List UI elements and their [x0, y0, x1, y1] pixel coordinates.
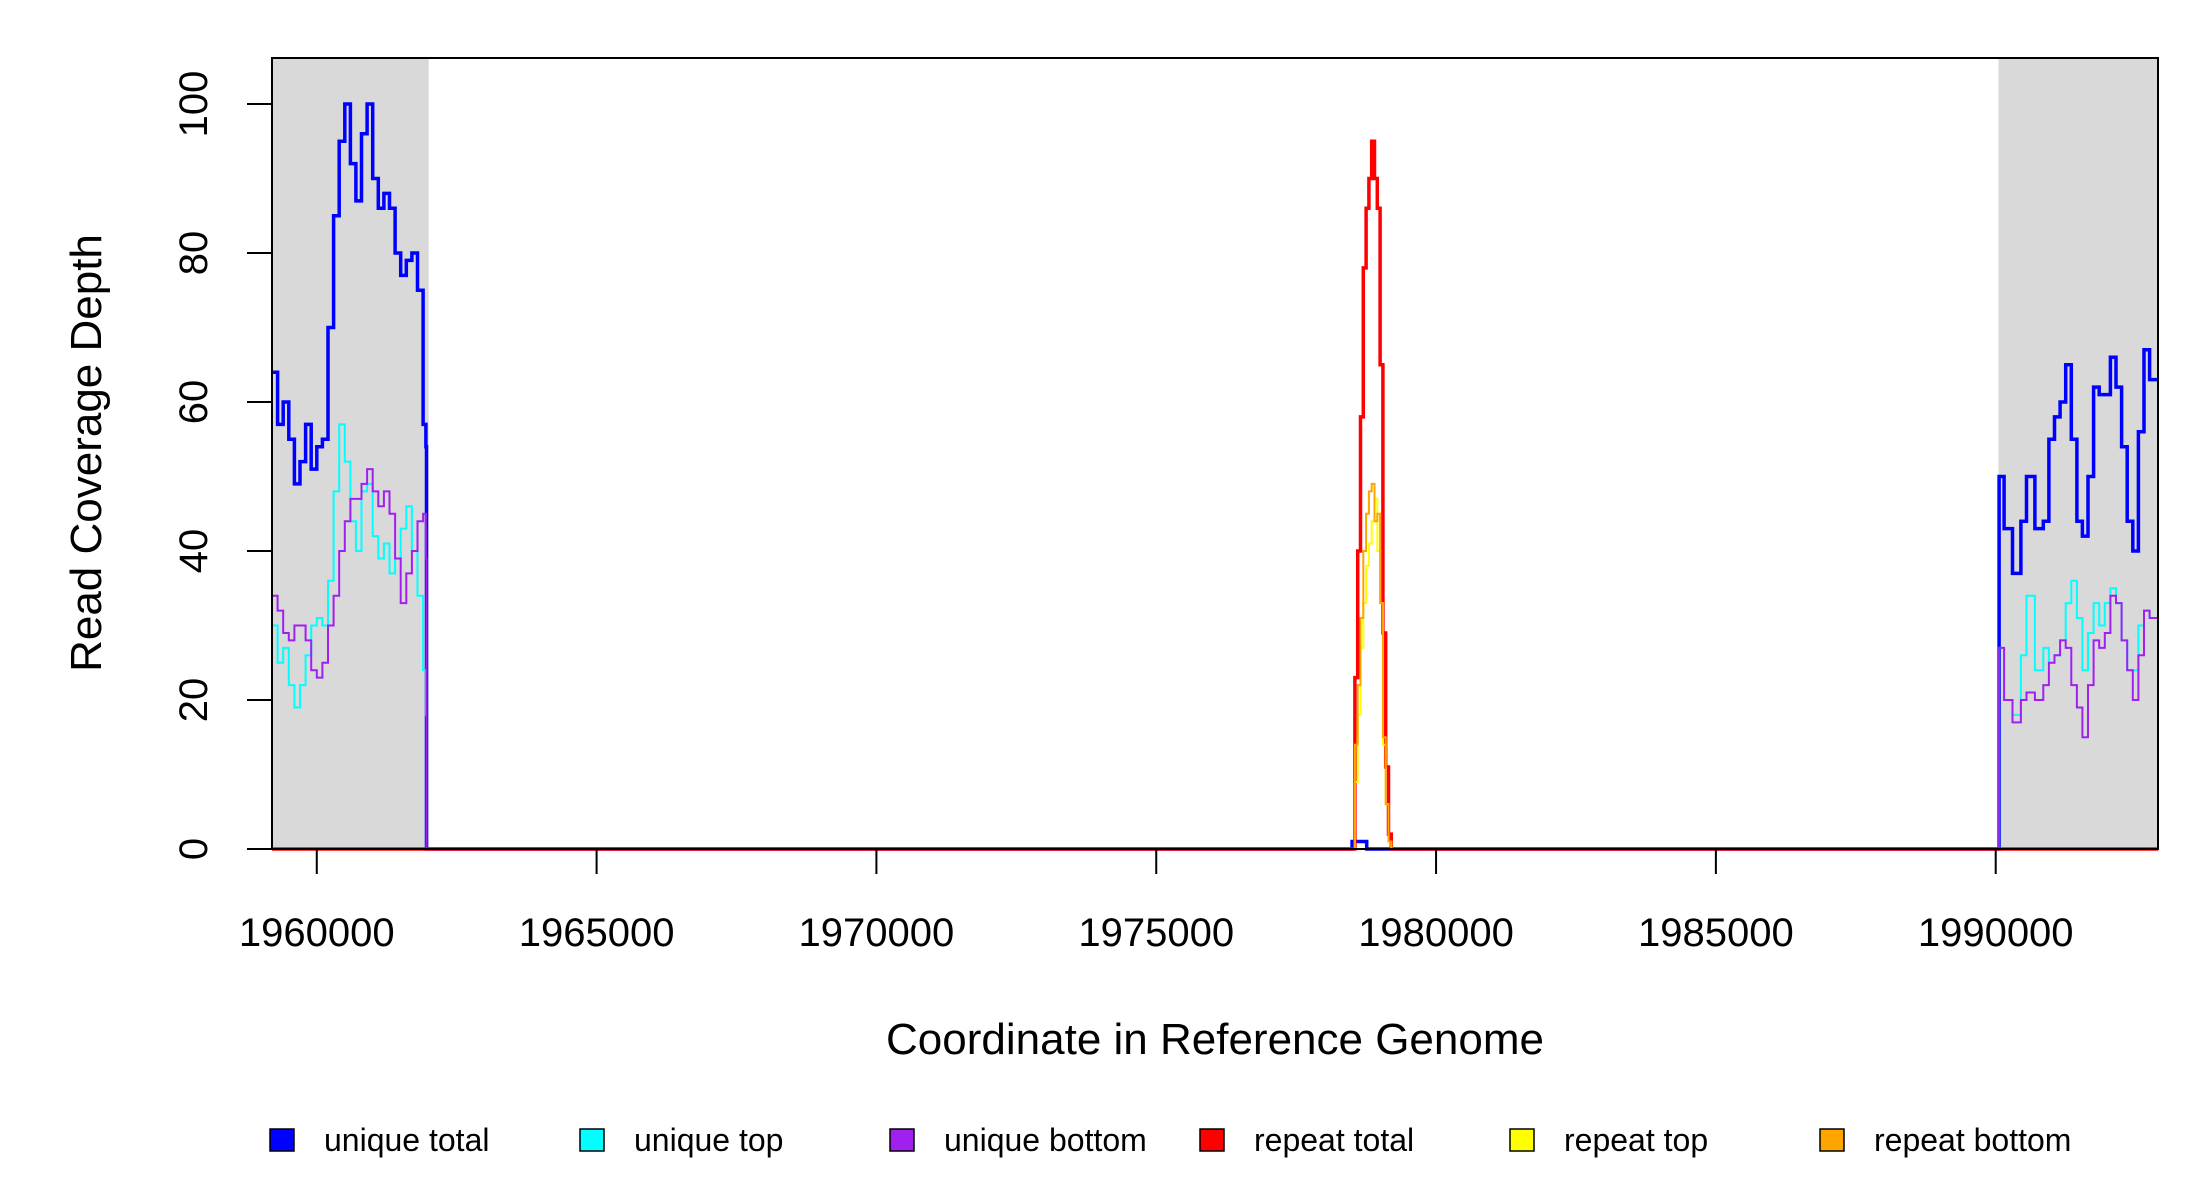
y-tick-label: 20 — [172, 678, 216, 723]
legend-label: repeat top — [1564, 1122, 1708, 1158]
series-line-repeat-total — [272, 139, 2158, 851]
x-tick-label: 1980000 — [1358, 911, 1514, 955]
x-tick-label: 1970000 — [799, 911, 955, 955]
legend-label: repeat bottom — [1874, 1122, 2071, 1158]
legend-label: repeat total — [1254, 1122, 1414, 1158]
legend-swatch — [889, 1128, 915, 1152]
series-line-repeat-bottom — [272, 482, 2158, 850]
y-tick-label: 80 — [172, 231, 216, 276]
legend-label: unique total — [324, 1122, 489, 1158]
x-tick-label: 1975000 — [1078, 911, 1234, 955]
legend-swatch — [1509, 1128, 1535, 1152]
shaded-region-1 — [272, 58, 429, 849]
x-tick-label: 1985000 — [1638, 911, 1794, 955]
y-axis-title: Read Coverage Depth — [62, 234, 111, 672]
series-line-repeat-top — [272, 497, 2158, 850]
legend-swatch — [1199, 1128, 1225, 1152]
y-tick-label: 60 — [172, 380, 216, 425]
series-line-unique-top — [272, 423, 2158, 850]
legend: unique total unique top unique bottom repea… — [269, 1122, 2071, 1158]
legend-swatch — [269, 1128, 295, 1152]
legend-swatch — [1819, 1128, 1845, 1152]
x-axis: 1960000 1965000 1970000 1975000 1980000 19850… — [239, 848, 2074, 955]
series-line-unique-total — [272, 102, 2158, 851]
shaded-regions — [272, 58, 2158, 849]
x-tick-label: 1965000 — [519, 911, 675, 955]
legend-label: unique bottom — [944, 1122, 1147, 1158]
y-tick-label: 40 — [172, 529, 216, 574]
y-axis: 0 20 40 60 80 100 — [172, 71, 273, 860]
legend-swatch — [579, 1128, 605, 1152]
y-tick-label: 100 — [172, 71, 216, 138]
plot-frame — [271, 57, 2159, 850]
y-tick-label: 0 — [172, 838, 216, 860]
x-tick-label: 1960000 — [239, 911, 395, 955]
x-tick-label: 1990000 — [1918, 911, 2074, 955]
legend-label: unique top — [634, 1122, 783, 1158]
series-lines — [272, 102, 2158, 851]
x-axis-title: Coordinate in Reference Genome — [886, 1015, 1544, 1064]
series-line-unique-bottom — [272, 468, 2158, 850]
